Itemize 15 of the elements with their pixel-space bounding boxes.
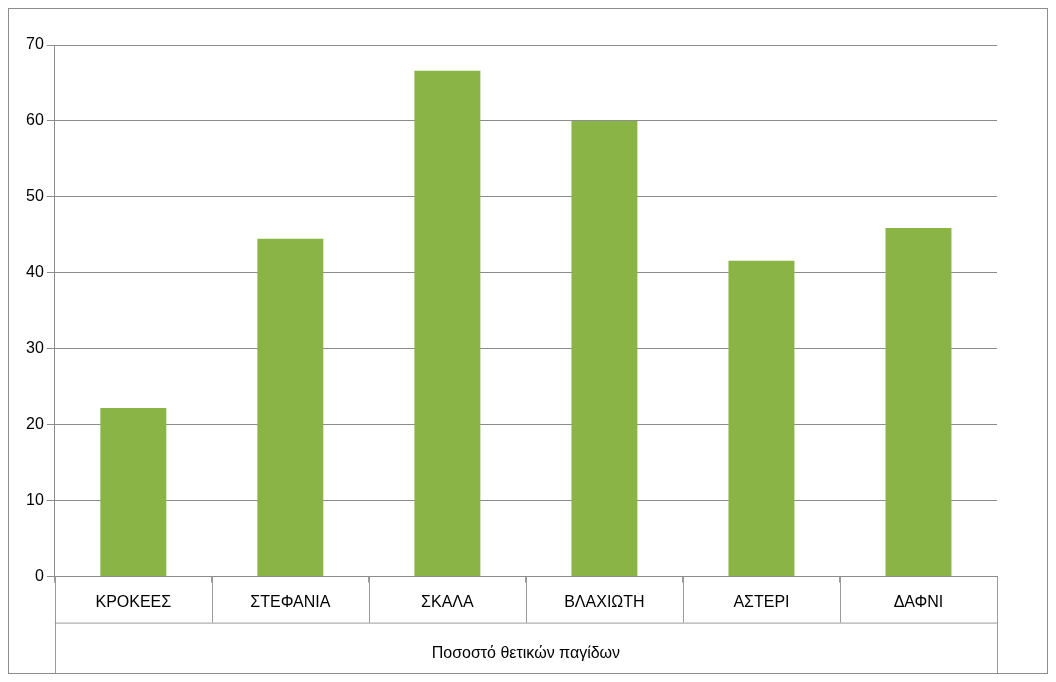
y-tick-label: 60 (26, 111, 44, 129)
y-tick-label: 70 (26, 35, 44, 53)
x-tick-label: ΔΑΦΝΙ (893, 592, 944, 610)
y-tick-label: 0 (34, 567, 44, 585)
y-tick-label: 20 (26, 415, 44, 433)
x-tick-label: ΑΣΤΕΡΙ (733, 592, 790, 610)
y-tick-label: 30 (26, 339, 44, 357)
y-tick-label: 40 (26, 263, 44, 281)
x-tick-label: ΣΚΑΛΑ (421, 592, 475, 610)
x-axis-title: Ποσοστό θετικών παγίδων (431, 643, 621, 661)
x-tick-label: ΒΛΑΧΙΩΤΗ (564, 592, 645, 610)
y-tick-label: 50 (26, 187, 44, 205)
x-tick-label: ΚΡΟΚΕΕΣ (95, 592, 172, 610)
x-tick-label: ΣΤΕΦΑΝΙΑ (250, 592, 331, 610)
y-tick-label: 10 (26, 491, 44, 509)
